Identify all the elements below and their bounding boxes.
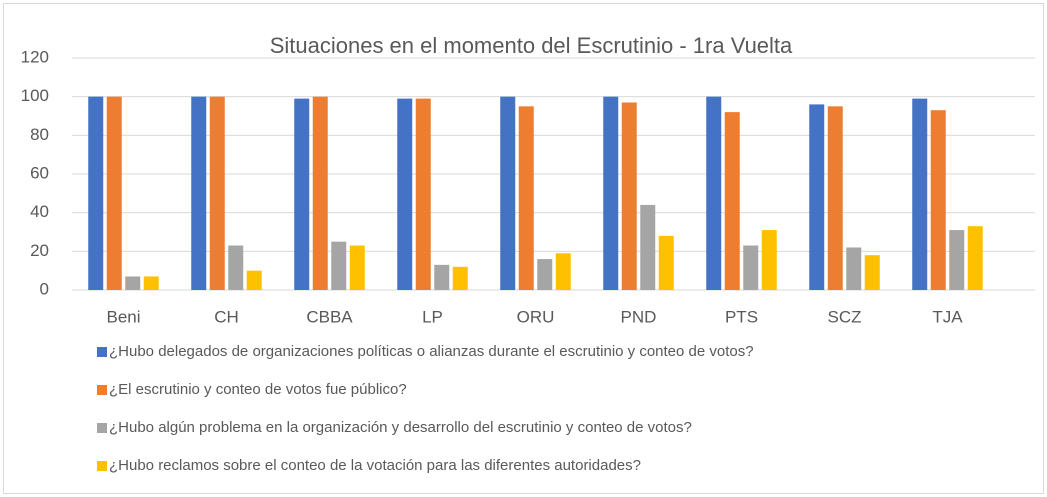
bar — [603, 96, 619, 291]
x-tick-label: CBBA — [306, 307, 353, 326]
bar — [397, 98, 413, 290]
bar — [434, 264, 450, 290]
y-tick-label: 0 — [40, 279, 49, 298]
bar — [209, 96, 225, 291]
bar — [761, 230, 777, 290]
x-tick-label: TJA — [932, 307, 963, 326]
x-tick-label: PND — [621, 307, 657, 326]
bar — [246, 270, 262, 290]
bar — [518, 106, 534, 290]
y-tick-label: 80 — [30, 125, 49, 144]
bar — [331, 241, 347, 290]
bar — [452, 266, 468, 290]
bar — [640, 204, 656, 290]
legend-label: ¿Hubo delegados de organizaciones políti… — [109, 343, 754, 360]
y-tick-label: 100 — [21, 86, 49, 105]
bar — [724, 112, 740, 290]
x-tick-label: ORU — [517, 307, 555, 326]
bar — [864, 255, 880, 290]
x-tick-label: PTS — [725, 307, 758, 326]
x-tick-label: SCZ — [828, 307, 862, 326]
bar — [143, 276, 159, 290]
bar — [537, 259, 553, 290]
bar — [912, 98, 928, 290]
bar — [846, 247, 862, 290]
x-tick-label: Beni — [106, 307, 140, 326]
bar — [125, 276, 141, 290]
bar — [349, 245, 365, 290]
legend-swatch — [97, 385, 107, 395]
y-tick-label: 20 — [30, 241, 49, 260]
bar — [930, 110, 946, 290]
y-tick-label: 120 — [21, 47, 49, 66]
bar — [621, 102, 637, 290]
y-tick-label: 40 — [30, 202, 49, 221]
bar — [555, 253, 571, 290]
bar — [706, 96, 722, 291]
legend-label: ¿El escrutinio y conteo de votos fue púb… — [109, 381, 407, 398]
bar — [658, 235, 674, 290]
bar — [415, 98, 431, 290]
bar — [191, 96, 207, 291]
x-tick-label: CH — [214, 307, 239, 326]
y-tick-label: 60 — [30, 163, 49, 182]
chart-title: Situaciones en el momento del Escrutinio… — [270, 33, 793, 58]
bar — [88, 96, 104, 291]
legend-swatch — [97, 461, 107, 471]
bar — [809, 104, 825, 291]
bar — [827, 106, 843, 290]
legend-swatch — [97, 423, 107, 433]
legend-label: ¿Hubo reclamos sobre el conteo de la vot… — [109, 457, 641, 474]
bar — [967, 226, 983, 290]
bar — [294, 98, 310, 290]
x-tick-label: LP — [422, 307, 443, 326]
legend-swatch — [97, 347, 107, 357]
bar — [949, 230, 965, 290]
bar — [312, 96, 328, 291]
bar — [500, 96, 516, 291]
bar — [743, 245, 759, 290]
legend-label: ¿Hubo algún problema en la organización … — [109, 419, 692, 436]
bar — [228, 245, 244, 290]
bar — [106, 96, 122, 291]
